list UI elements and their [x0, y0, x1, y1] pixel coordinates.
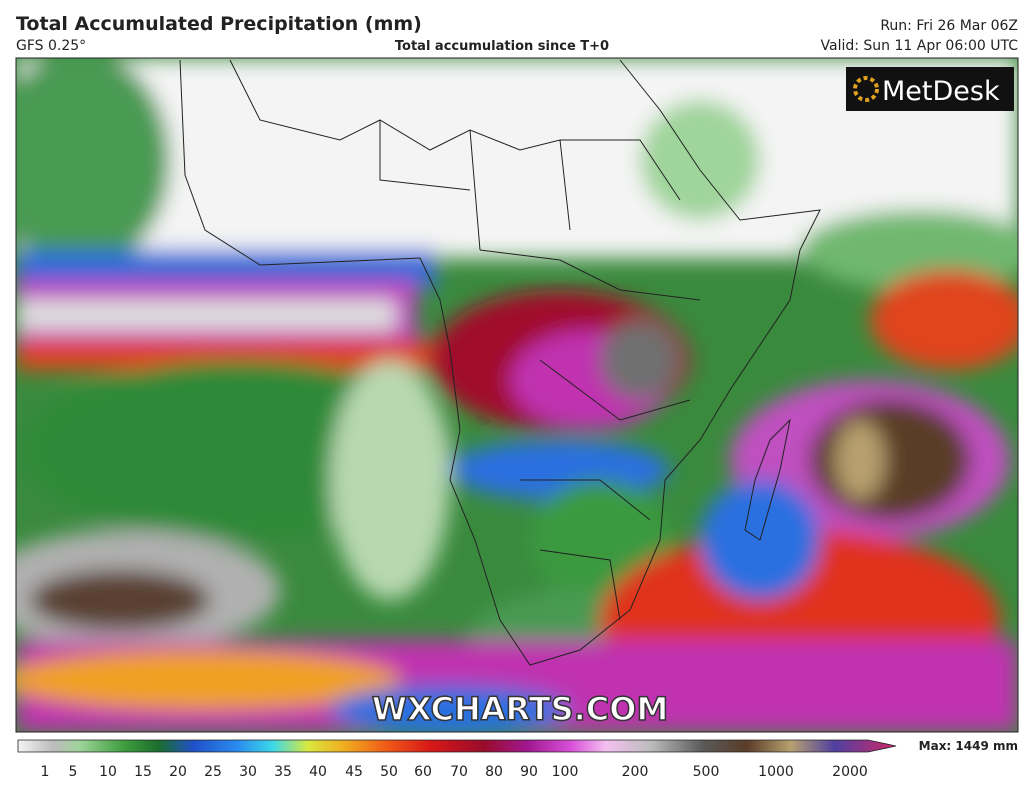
colorbar-tick-label: 1000 — [758, 764, 794, 780]
colorbar-tick-label: 1 — [41, 764, 50, 780]
description: Total accumulation since T+0 — [395, 39, 609, 54]
colorbar-tick-label: 90 — [520, 764, 538, 780]
logo-text: MetDesk — [882, 76, 1000, 107]
colorbar-scale — [17, 739, 897, 753]
logo: MetDesk — [846, 67, 1014, 111]
colorbar-tick-label: 100 — [552, 764, 579, 780]
model: GFS 0.25° — [16, 38, 86, 54]
colorbar-tick-label: 70 — [450, 764, 468, 780]
colorbar-tick-label: 2000 — [832, 764, 868, 780]
valid-time: Valid: Sun 11 Apr 06:00 UTC — [821, 38, 1019, 54]
watermark: WXCHARTS.COM — [372, 690, 669, 728]
colorbar-tick-label: 10 — [99, 764, 117, 780]
colorbar-tick-label: 80 — [485, 764, 503, 780]
colorbar-tick-label: 30 — [239, 764, 257, 780]
colorbar-tick-label: 25 — [204, 764, 222, 780]
colorbar-tick-label: 50 — [380, 764, 398, 780]
map-frame — [15, 57, 1019, 733]
colorbar-tick-label: 5 — [69, 764, 78, 780]
title: Total Accumulated Precipitation (mm) — [16, 13, 422, 35]
colorbar-tick-label: 60 — [414, 764, 432, 780]
colorbar-tick-label: 35 — [274, 764, 292, 780]
colorbar-tick-label: 20 — [169, 764, 187, 780]
colorbar-tick-label: 200 — [622, 764, 649, 780]
max-label: Max: 1449 mm — [919, 739, 1018, 753]
colorbar: Max: 1449 mm 1 5 10 15 20 25 30 35 40 45 50 60 70 80 9… — [17, 739, 1018, 780]
colorbar-tick-label: 15 — [134, 764, 152, 780]
run-time: Run: Fri 26 Mar 06Z — [880, 18, 1018, 34]
colorbar-tick-label: 40 — [309, 764, 327, 780]
colorbar-tick-label: 500 — [693, 764, 720, 780]
coastlines — [179, 59, 821, 666]
precipitation-map: MetDesk WXCHARTS.COM — [16, 58, 1018, 732]
colorbar-tick-label: 45 — [345, 764, 363, 780]
